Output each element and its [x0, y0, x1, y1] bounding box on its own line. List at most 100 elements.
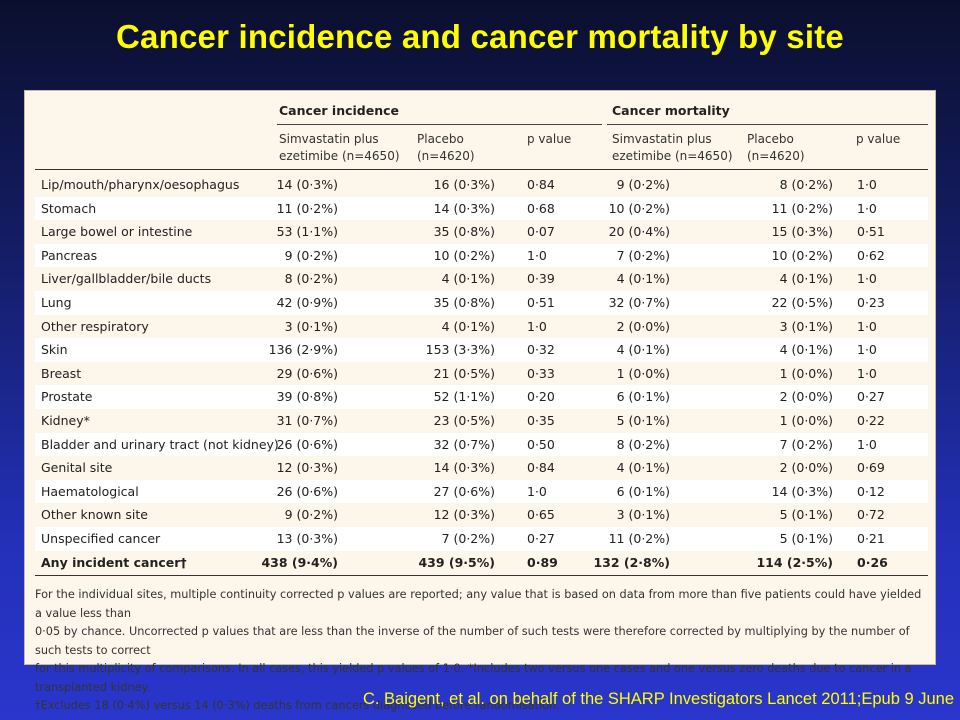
cell-mort-simvastatin: 5 (0·1%): [616, 412, 670, 428]
results-table-panel: Cancer incidence Cancer mortality Simvas…: [24, 90, 936, 712]
col-head-text: Simvastatin plus: [612, 132, 712, 146]
cell-mort-placebo: 1 (0·0%): [779, 412, 833, 428]
cell-inc-placebo: 27 (0·6%): [433, 483, 495, 499]
cell-mort-simvastatin: 9 (0·2%): [616, 177, 670, 192]
cell-site: Other respiratory: [41, 318, 149, 334]
cell-inc-simvastatin: 26 (0·6%): [276, 483, 338, 499]
cell-inc-simvastatin: 31 (0·7%): [276, 412, 338, 428]
cell-inc-placebo: 32 (0·7%): [433, 436, 495, 452]
table-total-row: Any incident cancer† 438 (9·4%) 439 (9·5%)…: [35, 551, 928, 575]
cell-mort-simvastatin: 6 (0·1%): [616, 483, 670, 499]
cell-site: Genital site: [41, 460, 113, 476]
cell-mort-placebo: 2 (0·0%): [779, 460, 833, 476]
col-head-text: ezetimibe (n=4650): [612, 149, 733, 163]
cell-mort-simvastatin: 6 (0·1%): [616, 389, 670, 405]
cell-site: Other known site: [41, 507, 148, 523]
cell-mort-placebo: 4 (0·1%): [779, 271, 833, 287]
cell-mort-pvalue: 1·0: [857, 365, 877, 381]
cell-mort-placebo: 7 (0·2%): [779, 436, 833, 452]
cell-mort-placebo: 1 (0·0%): [779, 365, 833, 381]
cell-mort-placebo: 14 (0·3%): [771, 483, 833, 499]
cell-mort-pvalue: 1·0: [857, 318, 877, 334]
table-row: Pancreas 9 (0·2%) 10 (0·2%) 1·0 7 (0·2%) 10 (…: [35, 243, 928, 268]
cell-mort-simvastatin: 8 (0·2%): [616, 436, 670, 452]
footnote-line: †Excludes 18 (0·4%) versus 14 (0·3%) dea…: [35, 699, 560, 712]
cell-mort-pvalue: 0·22: [857, 412, 885, 428]
cell-inc-placebo: 52 (1·1%): [433, 389, 495, 405]
cell-mort-pvalue: 0·51: [857, 224, 885, 240]
cell-inc-placebo: 23 (0·5%): [433, 412, 495, 428]
cell-mort-simvastatin: 32 (0·7%): [608, 294, 670, 310]
table-row: Other known site 9 (0·2%) 12 (0·3%) 0·65 3 (…: [35, 503, 928, 527]
cell-site: Bladder and urinary tract (not kidney): [41, 436, 279, 452]
cell-inc-placebo: 7 (0·2%): [441, 530, 495, 546]
cell-mort-simvastatin: 4 (0·1%): [616, 460, 670, 476]
header-rule: [35, 169, 928, 170]
cell-mort-placebo: 5 (0·1%): [779, 507, 833, 523]
cell-site: Breast: [41, 365, 82, 381]
cell-inc-placebo: 14 (0·3%): [433, 460, 495, 476]
cell-mort-placebo: 11 (0·2%): [771, 200, 833, 216]
table-row: Bladder and urinary tract (not kidney) 26…: [35, 432, 928, 457]
cell-inc-simvastatin: 13 (0·3%): [276, 530, 338, 546]
cell-mort-pvalue: 0·62: [857, 247, 885, 263]
cell-mort-simvastatin: 3 (0·1%): [616, 507, 670, 523]
col-head-text: (n=4620): [417, 149, 475, 163]
cell-inc-pvalue: 0·89: [527, 554, 558, 570]
table-row: Haematological 26 (0·6%) 27 (0·6%) 1·0 6 (0·…: [35, 479, 928, 504]
cell-inc-pvalue: 1·0: [527, 318, 547, 334]
cell-inc-pvalue: 0·51: [527, 294, 555, 310]
col-head-text: Placebo: [417, 132, 464, 146]
cell-site: Kidney*: [41, 412, 90, 428]
cell-inc-placebo: 10 (0·2%): [433, 247, 495, 263]
cell-mort-pvalue: 0·12: [857, 483, 885, 499]
col-head-inc-pvalue: p value: [527, 131, 571, 148]
cell-inc-pvalue: 0·32: [527, 342, 555, 358]
cell-mort-simvastatin: 132 (2·8%): [593, 554, 670, 570]
cell-site: Unspecified cancer: [41, 530, 161, 546]
cell-inc-pvalue: 0·84: [527, 177, 555, 192]
cell-mort-pvalue: 1·0: [857, 200, 877, 216]
cell-site: Stomach: [41, 200, 97, 216]
cell-inc-pvalue: 0·84: [527, 460, 555, 476]
citation: C. Baigent, et al. on behalf of the SHAR…: [362, 690, 954, 708]
cell-mort-placebo: 15 (0·3%): [771, 224, 833, 240]
cell-inc-pvalue: 0·50: [527, 436, 555, 452]
cell-site: Liver/gallbladder/bile ducts: [41, 271, 212, 287]
cell-site: Large bowel or intestine: [41, 224, 193, 240]
cell-inc-simvastatin: 39 (0·8%): [276, 389, 338, 405]
cell-site: Any incident cancer†: [41, 554, 187, 570]
cell-mort-simvastatin: 10 (0·2%): [608, 200, 670, 216]
table-row: Lung 42 (0·9%) 35 (0·8%) 0·51 32 (0·7%) 22 (0…: [35, 290, 928, 315]
cell-inc-simvastatin: 3 (0·1%): [284, 318, 338, 334]
table-row: Large bowel or intestine 53 (1·1%) 35 (0·8…: [35, 220, 928, 244]
cell-mort-pvalue: 1·0: [857, 342, 877, 358]
cell-inc-simvastatin: 9 (0·2%): [284, 247, 338, 263]
cell-inc-placebo: 35 (0·8%): [433, 294, 495, 310]
cell-inc-pvalue: 1·0: [527, 247, 547, 263]
table-row: Stomach 11 (0·2%) 14 (0·3%) 0·68 10 (0·2%) 11…: [35, 196, 928, 221]
cell-inc-pvalue: 0·20: [527, 389, 555, 405]
cell-mort-placebo: 8 (0·2%): [779, 177, 833, 192]
cell-mort-placebo: 10 (0·2%): [771, 247, 833, 263]
cell-inc-pvalue: 0·39: [527, 271, 555, 287]
cell-mort-simvastatin: 1 (0·0%): [616, 365, 670, 381]
cell-inc-placebo: 21 (0·5%): [433, 365, 495, 381]
cell-inc-simvastatin: 29 (0·6%): [276, 365, 338, 381]
slide-title: Cancer incidence and cancer mortality by…: [116, 18, 844, 55]
col-head-text: Placebo: [747, 132, 794, 146]
cell-inc-simvastatin: 26 (0·6%): [276, 436, 338, 452]
cell-inc-placebo: 16 (0·3%): [433, 177, 495, 192]
col-head-text: (n=4620): [747, 149, 805, 163]
cell-inc-simvastatin: 8 (0·2%): [284, 271, 338, 287]
group-rule-incidence: [277, 124, 602, 125]
cell-mort-pvalue: 1·0: [857, 177, 877, 192]
cell-mort-placebo: 114 (2·5%): [756, 554, 833, 570]
cell-inc-simvastatin: 9 (0·2%): [284, 507, 338, 523]
cell-site: Haematological: [41, 483, 139, 499]
col-head-mort-pvalue: p value: [856, 131, 900, 148]
cell-inc-placebo: 4 (0·1%): [441, 318, 495, 334]
group-rule-mortality: [607, 124, 928, 125]
cell-mort-pvalue: 0·21: [857, 530, 885, 546]
table-row: Breast 29 (0·6%) 21 (0·5%) 0·33 1 (0·0%) 1 (0…: [35, 362, 928, 386]
